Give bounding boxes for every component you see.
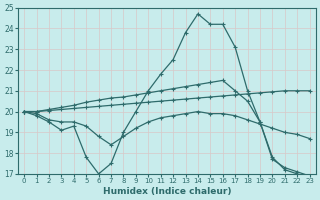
X-axis label: Humidex (Indice chaleur): Humidex (Indice chaleur) (103, 187, 231, 196)
